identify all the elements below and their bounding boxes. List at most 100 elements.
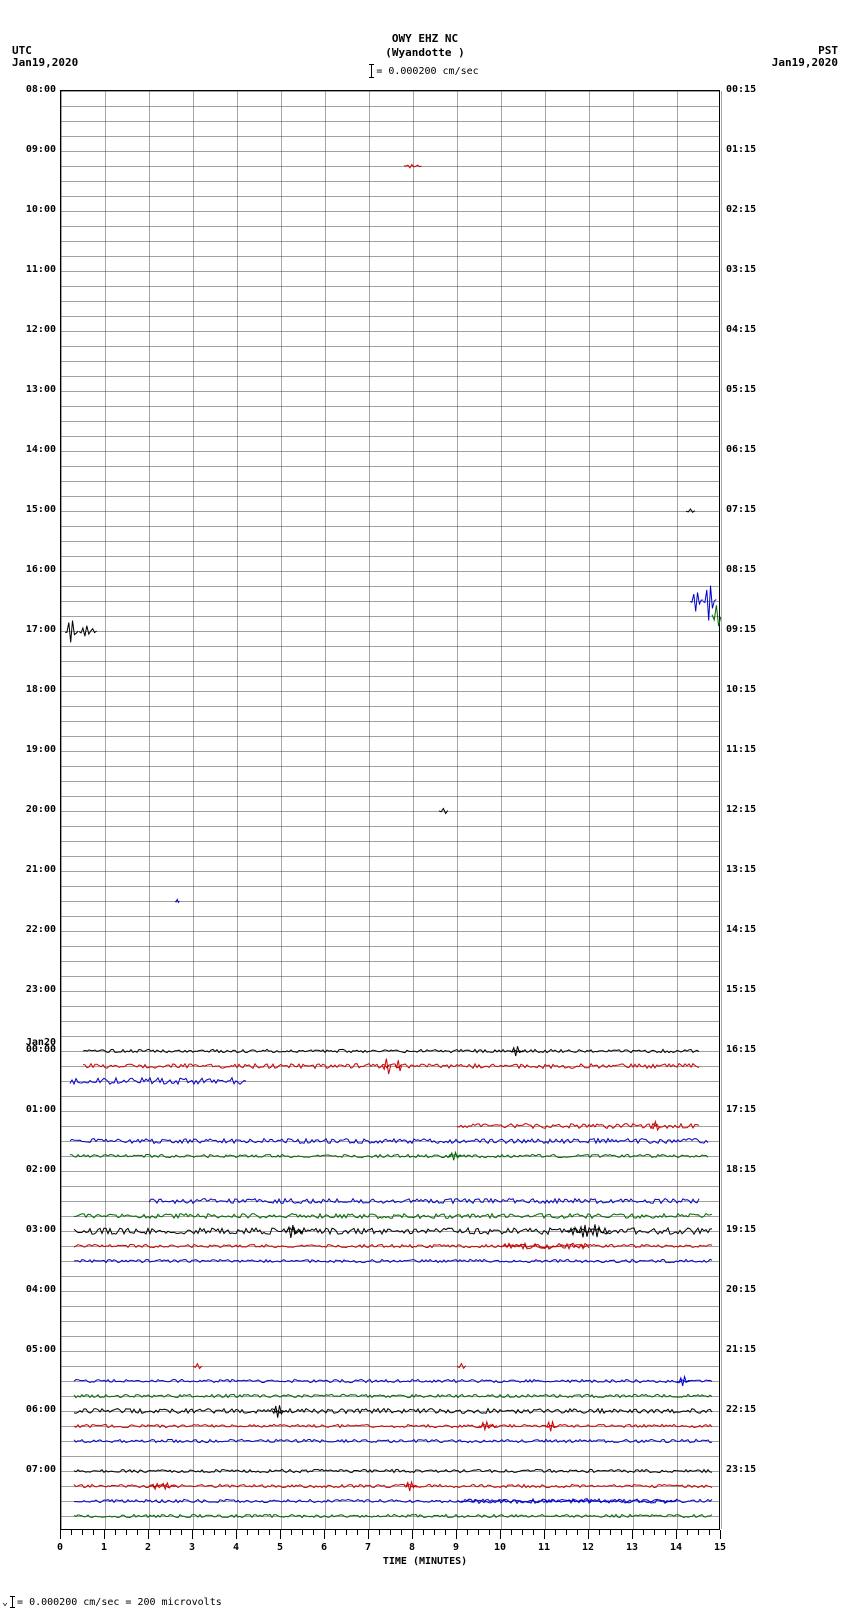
- trace-baseline: [61, 1336, 719, 1337]
- trace-row: [61, 1306, 719, 1307]
- trace-row: [61, 256, 719, 257]
- x-tick-minor: [247, 1530, 248, 1535]
- x-tick-minor: [258, 1530, 259, 1535]
- x-tick-major: [720, 1530, 721, 1539]
- trace-row: [61, 766, 719, 767]
- gridline: [589, 91, 590, 1529]
- gridline: [61, 91, 62, 1529]
- trace-baseline: [61, 991, 719, 992]
- seismic-event: [712, 602, 721, 630]
- trace-row: [61, 721, 719, 722]
- gridline: [325, 91, 326, 1529]
- trace-baseline: [61, 556, 719, 557]
- trace-baseline: [61, 1006, 719, 1007]
- gridline: [545, 91, 546, 1529]
- x-tick-minor: [698, 1530, 699, 1535]
- trace-row: [61, 226, 719, 227]
- trace-baseline: [61, 511, 719, 512]
- trace-row: [61, 811, 719, 812]
- x-tick-major: [632, 1530, 633, 1539]
- trace-row: [61, 796, 719, 797]
- utc-hour-label: 23:00: [10, 984, 56, 995]
- trace-baseline: [61, 436, 719, 437]
- trace-baseline: [61, 811, 719, 812]
- x-tick-minor: [467, 1530, 468, 1535]
- x-tick-minor: [643, 1530, 644, 1535]
- x-tick-minor: [203, 1530, 204, 1535]
- pst-hour-label: 16:15: [726, 1044, 756, 1055]
- x-tick-label: 0: [57, 1542, 63, 1553]
- trace-baseline: [61, 946, 719, 947]
- gridline: [193, 91, 194, 1529]
- trace-row: [61, 976, 719, 977]
- trace-baseline: [61, 211, 719, 212]
- x-tick-label: 4: [233, 1542, 239, 1553]
- utc-hour-label: 05:00: [10, 1344, 56, 1355]
- seismic-event: [70, 1154, 708, 1158]
- trace-baseline: [61, 1456, 719, 1457]
- trace-baseline: [61, 391, 719, 392]
- x-tick-major: [104, 1530, 105, 1539]
- trace-row: [61, 586, 719, 587]
- gridline: [369, 91, 370, 1529]
- trace-baseline: [61, 196, 719, 197]
- seismic-event: [457, 1498, 677, 1504]
- pst-hour-label: 12:15: [726, 804, 756, 815]
- trace-baseline: [61, 421, 719, 422]
- station-code: OWY EHZ NC: [0, 32, 850, 45]
- trace-row: [61, 1456, 719, 1457]
- x-tick-major: [500, 1530, 501, 1539]
- trace-baseline: [61, 781, 719, 782]
- trace-baseline: [61, 601, 719, 602]
- utc-hour-label: 11:00: [10, 264, 56, 275]
- pst-hour-label: 02:15: [726, 204, 756, 215]
- seismic-event: [149, 1482, 175, 1490]
- x-tick-label: 10: [494, 1542, 506, 1553]
- trace-row: [61, 931, 719, 932]
- seismic-event: [74, 1379, 712, 1383]
- seismic-event: [74, 1213, 712, 1219]
- pst-hour-label: 00:15: [726, 84, 756, 95]
- trace-baseline: [61, 1186, 719, 1187]
- trace-baseline: [61, 331, 719, 332]
- trace-baseline: [61, 661, 719, 662]
- x-tick-minor: [82, 1530, 83, 1535]
- utc-hour-label: 17:00: [10, 624, 56, 635]
- utc-hour-label: 03:00: [10, 1224, 56, 1235]
- trace-baseline: [61, 1291, 719, 1292]
- trace-row: [61, 331, 719, 332]
- utc-hour-label: 16:00: [10, 564, 56, 575]
- trace-baseline: [61, 646, 719, 647]
- seismogram-plot: [60, 90, 720, 1530]
- x-tick-major: [324, 1530, 325, 1539]
- trace-baseline: [61, 766, 719, 767]
- x-tick-label: 7: [365, 1542, 371, 1553]
- trace-row: [61, 436, 719, 437]
- trace-row: [61, 541, 719, 542]
- trace-row: [61, 391, 719, 392]
- trace-row: [61, 136, 719, 137]
- seismic-event: [651, 1121, 660, 1131]
- trace-baseline: [61, 1306, 719, 1307]
- seismic-event: [382, 1056, 391, 1076]
- trace-baseline: [61, 736, 719, 737]
- x-tick-minor: [445, 1530, 446, 1535]
- trace-baseline: [61, 1276, 719, 1277]
- gridline: [281, 91, 282, 1529]
- trace-baseline: [61, 106, 719, 107]
- x-tick-major: [192, 1530, 193, 1539]
- x-tick-minor: [335, 1530, 336, 1535]
- seismic-event: [404, 164, 422, 168]
- pst-hour-label: 08:15: [726, 564, 756, 575]
- x-tick-minor: [302, 1530, 303, 1535]
- trace-baseline: [61, 301, 719, 302]
- trace-baseline: [61, 151, 719, 152]
- footer-scale-text: = 0.000200 cm/sec = 200 microvolts: [17, 1597, 222, 1608]
- trace-baseline: [61, 541, 719, 542]
- trace-row: [61, 526, 719, 527]
- x-tick-label: 13: [626, 1542, 638, 1553]
- utc-hour-label: 13:00: [10, 384, 56, 395]
- seismic-event: [70, 1077, 246, 1085]
- utc-hour-label: 12:00: [10, 324, 56, 335]
- x-tick-label: 8: [409, 1542, 415, 1553]
